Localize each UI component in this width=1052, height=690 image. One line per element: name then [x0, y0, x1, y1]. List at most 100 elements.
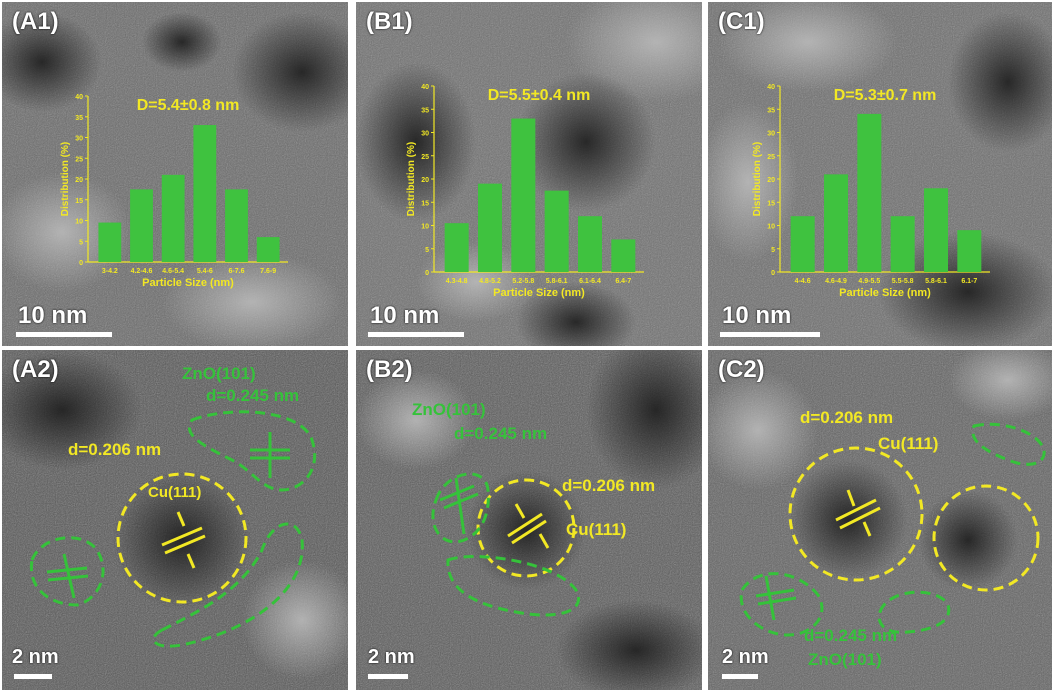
- x-tick-label: 5.8-6.1: [546, 278, 568, 285]
- bar: [130, 189, 153, 262]
- scale-bar: [14, 674, 52, 679]
- scale-label: 10 nm: [18, 302, 88, 329]
- x-axis-label: Particle Size (nm): [493, 287, 585, 299]
- panel-label: (C2): [718, 356, 765, 383]
- y-tick-label: 25: [75, 156, 83, 163]
- y-tick-label: 40: [767, 84, 775, 91]
- zno-label: ZnO(101): [808, 650, 882, 669]
- y-axis-label: Distribution (%): [752, 142, 763, 216]
- x-tick-label: 6-7.6: [229, 268, 245, 275]
- x-tick-label: 4.8-5.2: [479, 278, 501, 285]
- y-tick-label: 0: [771, 270, 775, 277]
- panel-label: (A2): [12, 356, 59, 383]
- x-tick-label: 7.6-9: [260, 268, 276, 275]
- scale-bar: [16, 332, 112, 337]
- zno-d-spacing: d=0.245 nm: [206, 386, 300, 405]
- y-axis-label: Distribution (%): [60, 142, 71, 216]
- bar: [890, 216, 915, 272]
- bar: [824, 174, 848, 272]
- chart-title: D=5.3±0.7 nm: [834, 87, 937, 104]
- x-tick-label: 6.1-7: [961, 278, 977, 285]
- x-tick-label: 4.6-5.4: [162, 268, 184, 275]
- zno-label: ZnO(101): [182, 364, 256, 383]
- x-tick-label: 5.4-6: [197, 268, 213, 275]
- chart-title: D=5.5±0.4 nm: [488, 87, 591, 104]
- y-tick-label: 5: [425, 247, 429, 254]
- tem-image: [2, 2, 348, 346]
- y-tick-label: 0: [79, 260, 83, 267]
- zno-region: [446, 555, 580, 617]
- x-tick-label: 5.2-5.8: [512, 278, 534, 285]
- y-tick-label: 15: [75, 198, 83, 205]
- y-tick-label: 35: [767, 107, 775, 114]
- lattice-marker: [835, 489, 881, 537]
- x-tick-label: 4-4.6: [795, 278, 811, 285]
- panel-b2: (B2) ZnO(101) d=0.245 nm d=0.206 nm Cu(1…: [356, 350, 702, 690]
- bar: [611, 239, 636, 272]
- lattice-marker: [507, 503, 550, 549]
- scale-label: 2 nm: [722, 646, 769, 668]
- scale-label: 10 nm: [722, 302, 792, 329]
- zno-region: [188, 410, 317, 492]
- scale-bar: [720, 332, 820, 337]
- panel-c1: (C1) D=5.3±0.7 nm 0 5 10 15 20 25 30 35 40 Distrib…: [708, 2, 1052, 346]
- x-tick-label: 4.9-5.5: [858, 278, 880, 285]
- bar: [957, 230, 982, 272]
- y-tick-label: 40: [75, 94, 83, 101]
- panel-b1: (B1) D=5.5±0.4 nm 0 5 10 15 20 25 30 35 40 Distrib…: [356, 2, 702, 346]
- cu-label: Cu(111): [148, 484, 202, 501]
- panel-a1: (A1) D=5.4±0.8 nm 0 5 10 15 20 25 30 35 40 Distrib…: [2, 2, 348, 346]
- y-tick-label: 25: [767, 154, 775, 161]
- bar: [444, 223, 469, 272]
- x-tick-label: 5.8-6.1: [925, 278, 947, 285]
- y-tick-label: 30: [767, 131, 775, 138]
- cu-label: Cu(111): [878, 434, 939, 453]
- y-tick-label: 15: [767, 200, 775, 207]
- y-tick-label: 20: [767, 177, 775, 184]
- zno-d-spacing: d=0.245 nm: [454, 424, 548, 443]
- tem-image: [708, 2, 1052, 346]
- scale-label: 2 nm: [368, 646, 415, 668]
- bar: [98, 222, 122, 262]
- x-tick-label: 4.6-4.9: [825, 278, 847, 285]
- annotation-overlay: [739, 422, 1046, 637]
- panel-c2: (C2) d=0.206 nm Cu(111) d=0.245 nm ZnO(1…: [708, 350, 1052, 690]
- lattice-marker: [250, 432, 290, 478]
- histogram-a1: D=5.4±0.8 nm 0 5 10 15 20 25 30 35 40 Distribution…: [60, 94, 288, 289]
- bar: [193, 125, 217, 262]
- bar: [225, 189, 248, 262]
- lattice-marker: [439, 477, 479, 535]
- histogram-b1: D=5.5±0.4 nm 0 5 10 15 20 25 30 35 40 Distribution…: [406, 84, 644, 299]
- x-axis-label: Particle Size (nm): [142, 277, 234, 289]
- tem-image: [708, 350, 1052, 690]
- bar: [161, 174, 185, 262]
- zno-label: ZnO(101): [412, 400, 486, 419]
- bar: [511, 118, 536, 272]
- cu-label: Cu(111): [566, 520, 627, 539]
- y-tick-label: 10: [767, 224, 775, 231]
- zno-region: [29, 536, 105, 607]
- bar: [478, 183, 502, 272]
- cu-d-spacing: d=0.206 nm: [562, 476, 656, 495]
- lattice-marker: [161, 511, 206, 569]
- y-tick-label: 0: [425, 270, 429, 277]
- cu-d-spacing: d=0.206 nm: [68, 440, 162, 459]
- tem-image: [356, 2, 702, 346]
- scale-bar: [368, 674, 408, 679]
- bar: [924, 188, 948, 272]
- zno-region: [877, 590, 951, 634]
- y-tick-label: 25: [421, 154, 429, 161]
- cu-d-spacing: d=0.206 nm: [800, 408, 894, 427]
- y-tick-label: 30: [421, 131, 429, 138]
- tem-image: [356, 350, 702, 690]
- y-tick-label: 35: [75, 115, 83, 122]
- zno-region: [971, 422, 1046, 466]
- lattice-marker: [46, 553, 89, 599]
- annotation-overlay: [431, 472, 580, 617]
- x-tick-label: 6.4-7: [615, 278, 631, 285]
- bar: [578, 216, 602, 272]
- y-tick-label: 5: [771, 247, 775, 254]
- scale-bar: [368, 332, 464, 337]
- y-tick-label: 20: [421, 177, 429, 184]
- bar: [544, 190, 569, 272]
